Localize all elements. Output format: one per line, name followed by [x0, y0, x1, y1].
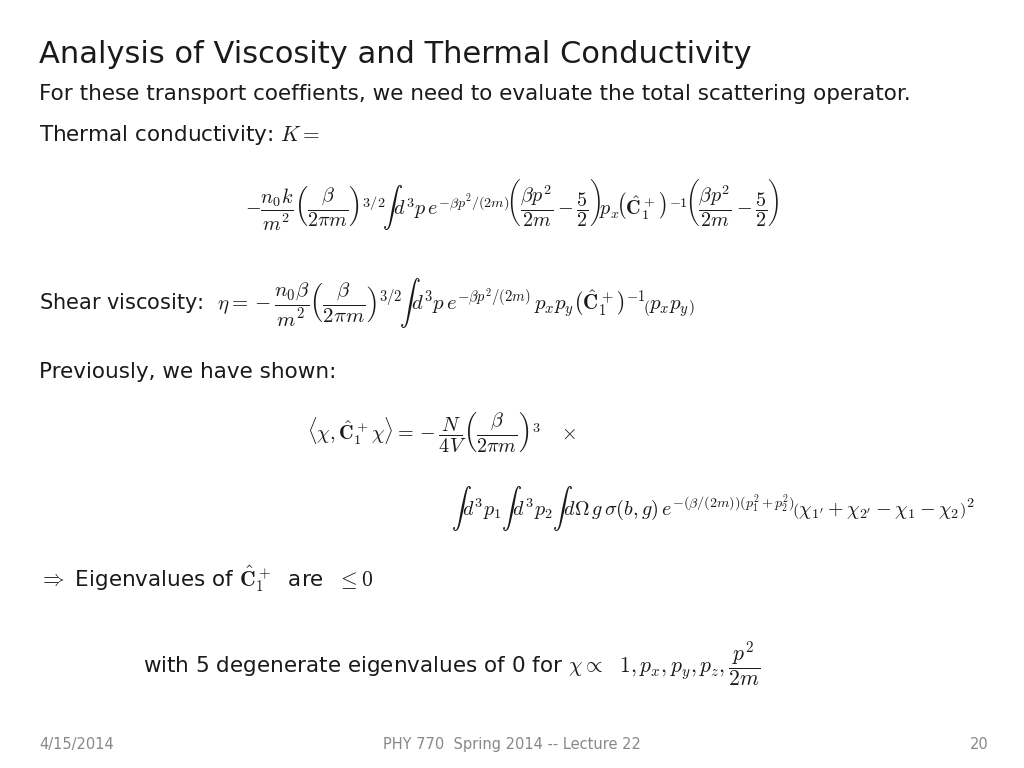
Text: Shear viscosity:  $\eta = -\dfrac{n_0\beta}{m^2}\left(\dfrac{\beta}{2\pi m}\righ: Shear viscosity: $\eta = -\dfrac{n_0\bet…	[39, 276, 694, 330]
Text: 20: 20	[970, 737, 988, 753]
Text: with 5 degenerate eigenvalues of 0 for $\chi \propto$  $1, p_x, p_y, p_z, \dfrac: with 5 degenerate eigenvalues of 0 for $…	[143, 640, 761, 689]
Text: For these transport coeffients, we need to evaluate the total scattering operato: For these transport coeffients, we need …	[39, 84, 910, 104]
Text: Thermal conductivity: $K =$: Thermal conductivity: $K =$	[39, 123, 321, 147]
Text: $-\dfrac{n_0 k}{m^2}\left(\dfrac{\beta}{2\pi m}\right)^{3/2}\!\int d^3p\, e^{-\b: $-\dfrac{n_0 k}{m^2}\left(\dfrac{\beta}{…	[245, 179, 779, 233]
Text: $\Rightarrow$ Eigenvalues of $\hat{\mathbf{C}}_1^+$  are  $\leq 0$: $\Rightarrow$ Eigenvalues of $\hat{\math…	[39, 563, 373, 594]
Text: 4/15/2014: 4/15/2014	[39, 737, 114, 753]
Text: Previously, we have shown:: Previously, we have shown:	[39, 362, 336, 382]
Text: PHY 770  Spring 2014 -- Lecture 22: PHY 770 Spring 2014 -- Lecture 22	[383, 737, 641, 753]
Text: $\int d^3 p_1\int d^3 p_2\int d\Omega\, g\,\sigma(b,g)\, e^{-(\beta/(2m))(p_1^2+: $\int d^3 p_1\int d^3 p_2\int d\Omega\, …	[451, 484, 974, 533]
Text: Analysis of Viscosity and Thermal Conductivity: Analysis of Viscosity and Thermal Conduc…	[39, 40, 752, 69]
Text: $\left\langle\chi,\hat{\mathbf{C}}_1^+\chi\right\rangle = -\dfrac{N}{4V}\left(\d: $\left\langle\chi,\hat{\mathbf{C}}_1^+\c…	[307, 410, 577, 455]
